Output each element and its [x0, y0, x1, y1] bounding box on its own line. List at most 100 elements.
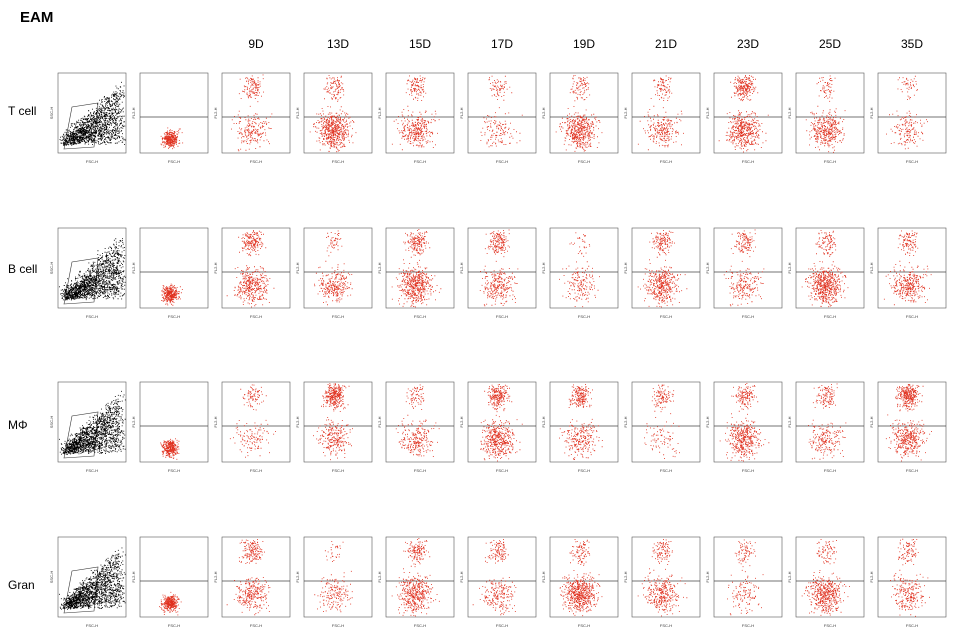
scatter-dots [885, 384, 932, 462]
x-axis-label: FSC-H [824, 314, 836, 319]
y-axis-label: FL2-H [295, 262, 300, 273]
scatter-dots [801, 230, 849, 308]
plot-frame [139, 72, 209, 154]
y-axis-label: FL2-H [377, 571, 382, 582]
y-axis-label: FL2-H [787, 571, 792, 582]
x-axis-label: FSC-H [414, 159, 426, 164]
y-axis-label: SSC-H [49, 107, 54, 120]
x-axis-label: FSC-H [250, 468, 262, 473]
scatter-dots [309, 75, 357, 153]
scatter-dots [159, 591, 182, 616]
y-axis-label: FL2-H [213, 416, 218, 427]
plot-frame [549, 227, 619, 309]
y-axis-label: FL2-H [459, 416, 464, 427]
x-axis-label: FSC-H [906, 623, 918, 628]
plot-frame [303, 72, 373, 154]
plot-frame [57, 381, 127, 463]
x-axis-label: FSC-H [496, 468, 508, 473]
plot-frame [303, 536, 373, 618]
figure-title: EAM [20, 9, 53, 26]
y-axis-label: FL2-H [787, 262, 792, 273]
y-axis-label: FL2-H [295, 416, 300, 427]
scatter-dots [59, 547, 126, 610]
x-axis-label: FSC-H [660, 468, 672, 473]
y-axis-label: FL2-H [869, 571, 874, 582]
scatter-dots [559, 384, 603, 460]
scatter-dots [480, 75, 523, 148]
scatter-dots [395, 384, 440, 457]
row-label: T cell [8, 104, 36, 118]
scatter-dots [59, 390, 126, 455]
scatter-dots [559, 232, 600, 308]
y-axis-label: FL2-H [377, 416, 382, 427]
plot-frame [139, 381, 209, 463]
plot-frame [877, 381, 947, 463]
plot-frame [549, 72, 619, 154]
plot-frame [713, 72, 783, 154]
x-axis-label: FSC-H [332, 314, 344, 319]
x-axis-label: FSC-H [906, 468, 918, 473]
scatter-dots [391, 75, 440, 151]
plot-frame [303, 227, 373, 309]
row-label: Gran [8, 578, 35, 592]
scatter-dots [161, 283, 183, 306]
y-axis-label: FL2-H [623, 416, 628, 427]
column-header: 35D [901, 37, 923, 51]
scatter-dots [719, 383, 770, 462]
x-axis-label: FSC-H [742, 159, 754, 164]
y-axis-label: FL2-H [623, 262, 628, 273]
column-header: 17D [491, 37, 513, 51]
plot-frame [877, 536, 947, 618]
plot-frame [467, 536, 537, 618]
plot-frame [221, 536, 291, 618]
scatter-dots [883, 230, 932, 306]
column-header: 9D [248, 37, 264, 51]
y-axis-label: FL2-H [213, 107, 218, 118]
plot-frame [795, 536, 865, 618]
column-header: 19D [573, 37, 595, 51]
scatter-dots [801, 539, 850, 616]
x-axis-label: FSC-H [250, 314, 262, 319]
column-header: 25D [819, 37, 841, 51]
y-axis-label: FL2-H [705, 416, 710, 427]
scatter-dots [637, 230, 688, 308]
scatter-dots [313, 383, 353, 461]
x-axis-label: FSC-H [906, 314, 918, 319]
x-axis-label: FSC-H [168, 468, 180, 473]
x-axis-label: FSC-H [578, 314, 590, 319]
y-axis-label: FL2-H [705, 107, 710, 118]
plot-frame [877, 227, 947, 309]
scatter-dots [472, 539, 517, 616]
x-axis-label: FSC-H [742, 314, 754, 319]
scatter-dots [226, 539, 271, 616]
x-axis-label: FSC-H [824, 468, 836, 473]
scatter-dots [314, 230, 353, 306]
plot-frame [795, 227, 865, 309]
plot-frame [385, 381, 455, 463]
y-axis-label: FL2-H [295, 571, 300, 582]
scatter-dots [229, 384, 276, 458]
y-axis-label: FL2-H [623, 571, 628, 582]
x-axis-label: FSC-H [742, 468, 754, 473]
scatter-dots [805, 75, 846, 153]
x-axis-label: FSC-H [578, 468, 590, 473]
plot-frame [385, 72, 455, 154]
y-axis-label: FL2-H [131, 262, 136, 273]
scatter-dots [886, 75, 928, 150]
plot-frame [57, 536, 127, 618]
x-axis-label: FSC-H [906, 159, 918, 164]
scatter-dots [231, 74, 273, 152]
column-header: 21D [655, 37, 677, 51]
plot-frame [631, 72, 701, 154]
x-axis-label: FSC-H [496, 314, 508, 319]
gate [63, 566, 99, 614]
x-axis-label: FSC-H [86, 623, 98, 628]
y-axis-label: FL2-H [459, 107, 464, 118]
scatter-dots [727, 539, 764, 616]
x-axis-label: FSC-H [250, 623, 262, 628]
plot-frame [57, 72, 127, 154]
y-axis-label: FL2-H [213, 262, 218, 273]
scatter-dots [59, 81, 126, 146]
y-axis-label: FL2-H [295, 107, 300, 118]
plot-frame [549, 381, 619, 463]
